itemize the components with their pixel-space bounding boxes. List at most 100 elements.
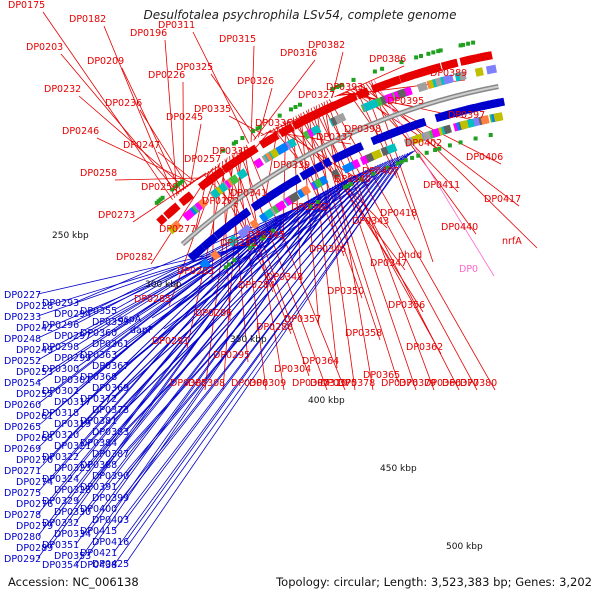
gene-label: DP0209 (87, 56, 124, 67)
feature-glyph (210, 170, 222, 181)
feature-dot (419, 54, 423, 58)
leader-line (310, 107, 399, 383)
gene-label: DP0383 (92, 427, 129, 438)
gene-label: DP0369 (92, 383, 129, 394)
leader-line (75, 203, 304, 347)
feature-dot (461, 42, 466, 47)
gene-label: DP0399 (92, 493, 129, 504)
leader-line (139, 109, 189, 188)
feature-dot (380, 66, 385, 71)
gene-label: DP0345 (248, 230, 285, 241)
gene-label: DP0233 (4, 312, 41, 323)
gene-label: DP0402 (405, 138, 442, 149)
gene-label: DP0321 (54, 441, 91, 452)
gene-label: DP0255 (16, 389, 53, 400)
gene-label: DP0332 (42, 518, 79, 529)
gene-label: DP0228 (16, 301, 53, 312)
feature-glyph (347, 92, 358, 103)
gene-label: DP0354 (42, 560, 79, 571)
gene-label: DP0356 (388, 300, 425, 311)
leader-line (132, 172, 207, 223)
gene-label: DP0406 (466, 152, 503, 163)
feature-dot (416, 153, 421, 158)
feature-glyph (249, 218, 260, 230)
leader-line (113, 159, 391, 487)
feature-dot (160, 195, 165, 200)
gene-label: DP0249 (16, 345, 53, 356)
leader-line (318, 104, 417, 391)
feature-dot (403, 158, 408, 163)
gene-label: DP0283 (177, 266, 214, 277)
leader-line (75, 200, 308, 369)
gene-label: DP0342 (291, 202, 328, 213)
feature-glyph (287, 137, 297, 149)
feature-glyph (334, 112, 347, 125)
feature-dot (247, 245, 252, 250)
leader-line (114, 177, 200, 181)
feature-dot (289, 107, 293, 112)
feature-glyph (284, 123, 295, 134)
feature-glyph (484, 51, 493, 61)
leader-line (315, 105, 356, 391)
leader-line (87, 204, 301, 336)
gene-label: DP0175 (8, 0, 45, 11)
feature-glyph (450, 58, 459, 69)
leader-line (37, 216, 284, 515)
gene-label: DP0367 (92, 361, 129, 372)
gene-label: DP0253 (16, 367, 53, 378)
leader-line (125, 154, 404, 542)
gene-label: DP0359 (92, 317, 129, 328)
feature-glyph (182, 191, 195, 203)
gene-label: DP0350 (327, 286, 364, 297)
feature-dot (262, 235, 266, 240)
gene-label: DP0365 (363, 370, 400, 381)
gene-label: DP0306 (231, 378, 268, 389)
feature-dot (447, 143, 452, 148)
leader-line (75, 206, 299, 325)
leader-line (42, 11, 173, 200)
gene-label: DP0252 (4, 356, 41, 367)
gene-label: DP0328 (54, 485, 91, 496)
feature-dot (436, 49, 441, 54)
feature-glyph (358, 87, 370, 99)
gene-label: DP0348 (266, 272, 303, 283)
gene-label: DP0 (459, 264, 478, 275)
leader-line (125, 156, 399, 520)
gene-label: DP0284 (238, 280, 275, 291)
gene-label: DP0324 (42, 474, 79, 485)
leader-line (87, 202, 306, 358)
gene-label: DP0390 (92, 471, 129, 482)
gene-label: DP0273 (98, 210, 135, 221)
gene-label: DP0323 (54, 463, 91, 474)
gene-label: DP0379 (399, 378, 436, 389)
feature-glyph (495, 97, 505, 108)
feature-dot (232, 258, 237, 263)
gene-label: DP0357 (284, 314, 321, 325)
feature-glyph (385, 143, 398, 155)
gene-label: DP0353 (54, 551, 91, 562)
feature-glyph (485, 64, 497, 75)
leader-line (113, 161, 386, 465)
feature-glyph (275, 200, 287, 212)
gene-label: DP0294 (54, 309, 91, 320)
leader-line (60, 53, 180, 195)
leader-line (125, 173, 360, 344)
gene-label: DP0302 (42, 386, 79, 397)
leader-line (113, 163, 381, 443)
feature-glyph (313, 161, 325, 173)
feature-dot (180, 179, 185, 184)
tick-label: 300 kbp (145, 280, 182, 290)
gene-label: DP0334 (54, 529, 91, 540)
feature-dot (231, 141, 236, 146)
gene-label: DP0317 (54, 397, 91, 408)
gene-label: DP0358 (345, 328, 382, 339)
gene-label: DP0298 (42, 342, 79, 353)
feature-dot (330, 87, 335, 91)
gene-label: DP0403 (92, 515, 129, 526)
feature-glyph (236, 168, 249, 180)
leader-line (78, 95, 187, 190)
gene-label: DP0299 (54, 353, 91, 364)
gene-label: DP0289 (16, 543, 53, 554)
feature-tracks (154, 40, 505, 270)
gene-label: DP0227 (4, 290, 41, 301)
